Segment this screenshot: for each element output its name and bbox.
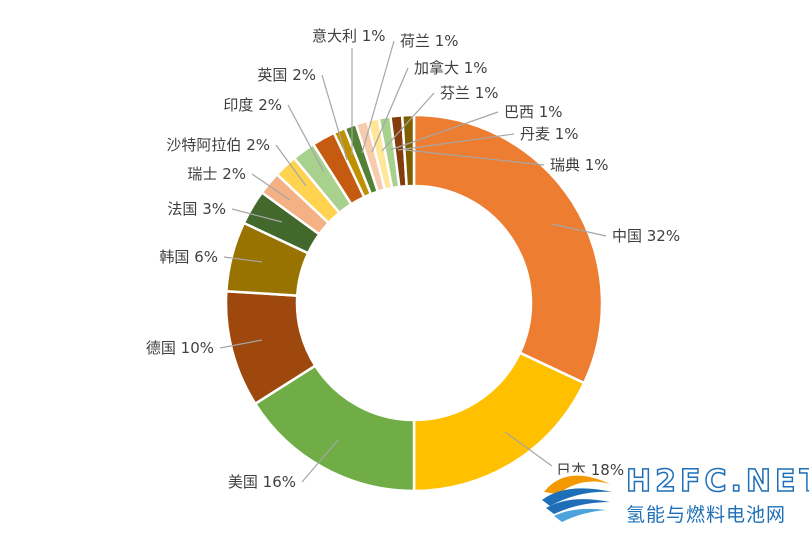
watermark-brand: H2FC.NET (625, 463, 809, 500)
leader-line-1 (551, 223, 607, 237)
leader-line-15 (389, 111, 499, 151)
data-label-13: 加拿大 1% (414, 59, 488, 77)
h2fc-logo-icon (538, 472, 614, 524)
donut-slices (224, 113, 604, 493)
leader-line-17 (405, 149, 545, 166)
leader-lines (219, 40, 607, 483)
data-label-4: 德国 10% (146, 339, 214, 357)
watermark: H2FC.NET 氢能与燃料电池网 (536, 462, 809, 532)
leader-line-12 (361, 40, 395, 154)
slice-1 (412, 113, 604, 385)
data-label-16: 丹麦 1% (520, 125, 579, 143)
data-label-17: 瑞典 1% (550, 156, 609, 174)
data-label-5: 韩国 6% (159, 248, 218, 266)
data-label-15: 巴西 1% (504, 103, 563, 121)
leader-line-3 (301, 439, 339, 483)
leader-line-10 (321, 74, 348, 161)
data-label-10: 英国 2% (257, 66, 316, 84)
data-label-12: 荷兰 1% (400, 32, 459, 50)
data-labels: 中国 32%日本 18%美国 16%德国 10%韩国 6%法国 3%瑞士 2%沙… (146, 27, 680, 491)
leader-line-2 (504, 431, 553, 467)
leader-line-9 (287, 104, 325, 173)
data-label-11: 意大利 1% (312, 27, 386, 45)
leader-line-16 (397, 133, 515, 151)
data-label-6: 法国 3% (167, 200, 226, 218)
data-label-8: 沙特阿拉伯 2% (166, 136, 270, 154)
data-label-1: 中国 32% (612, 227, 680, 245)
leader-line-13 (371, 67, 409, 153)
leader-line-14 (381, 92, 435, 152)
data-label-9: 印度 2% (223, 96, 282, 114)
data-label-3: 美国 16% (228, 473, 296, 491)
leader-line-8 (275, 144, 307, 187)
watermark-subtitle: 氢能与燃料电池网 (626, 504, 787, 526)
leader-line-4 (219, 339, 263, 349)
leader-line-6 (231, 208, 283, 223)
leader-line-7 (251, 173, 291, 201)
data-label-14: 芬兰 1% (440, 84, 499, 102)
data-label-7: 瑞士 2% (187, 165, 246, 183)
leader-line-5 (223, 256, 263, 263)
